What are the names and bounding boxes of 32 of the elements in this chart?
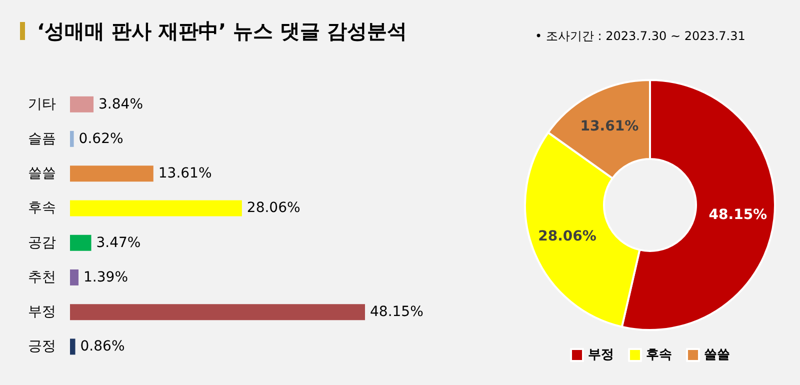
bar (70, 234, 92, 251)
data-label: 1.39% (84, 269, 128, 286)
y-tick-label: 쓸쓸 (28, 166, 56, 182)
y-tick-label: 긍정 (28, 338, 56, 355)
bar (70, 96, 94, 112)
bar (70, 304, 365, 320)
bar (70, 269, 79, 286)
data-label: 13.61% (580, 118, 639, 134)
text: • 조사기간 : 2023.7.30 ~ 2023.7.31 (535, 29, 746, 43)
bar (70, 130, 74, 147)
bar (70, 200, 242, 216)
data-label: 13.61% (158, 166, 212, 182)
data-label: 28.06% (538, 228, 596, 244)
data-label: 3.47% (96, 234, 141, 251)
y-tick-label: 기타 (28, 96, 56, 112)
y-tick-label: 부정 (28, 304, 56, 320)
data-label: 48.15% (370, 304, 424, 320)
bar (70, 338, 76, 355)
y-tick-label: 공감 (28, 234, 56, 251)
legend-label: 후속 (646, 348, 672, 362)
y-tick-label: 후속 (28, 200, 56, 216)
data-label: 0.62% (78, 130, 124, 147)
bar (70, 166, 154, 182)
y-tick-label: 슬픔 (28, 130, 56, 147)
data-label: 48.15% (708, 207, 768, 224)
legend-label: 쓸쓸 (704, 348, 730, 362)
y-tick-label: 추천 (28, 269, 56, 286)
data-label: 3.84% (98, 96, 144, 112)
legend-label: 부정 (588, 348, 614, 362)
data-label: 0.86% (80, 338, 125, 355)
chart-title: ‘성매매 판사 재판中’ 뉴스 댓글 감성분석 (37, 19, 408, 43)
data-label: 28.06% (246, 200, 300, 216)
